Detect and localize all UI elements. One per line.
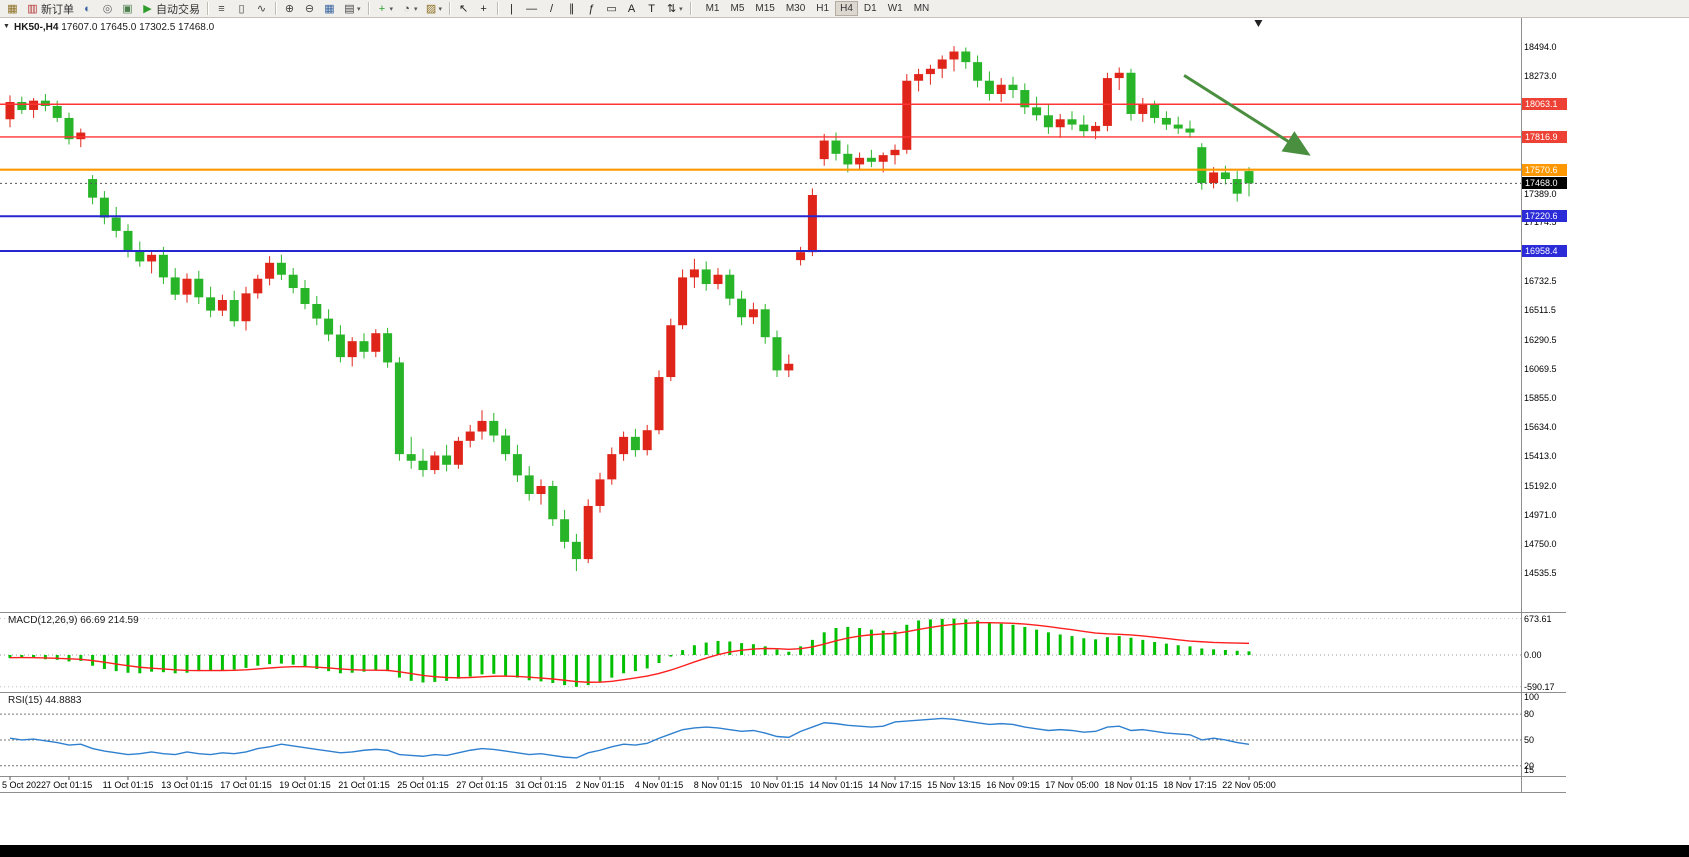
macd-layer bbox=[0, 618, 1521, 688]
toolbar-separator bbox=[689, 2, 691, 15]
candlestick-mode-icon-glyph: ▯ bbox=[238, 2, 245, 15]
timeframe-button-M1[interactable]: M1 bbox=[705, 3, 720, 14]
toolbar-separator bbox=[275, 2, 276, 15]
timeframe-button-MN[interactable]: MN bbox=[913, 3, 930, 14]
candles-layer bbox=[5, 46, 1254, 572]
new-chart-icon-glyph: ▦ bbox=[7, 2, 18, 15]
zoom-out-icon[interactable]: ⊖ bbox=[300, 1, 319, 17]
zoom-out-icon-glyph: ⊖ bbox=[304, 2, 315, 15]
new-order-button-label: 新订单 bbox=[41, 3, 74, 16]
text-label-icon-glyph: T bbox=[648, 2, 655, 15]
data-window-icon-glyph: ◎ bbox=[102, 2, 113, 15]
terminal-icon-glyph: ▣ bbox=[122, 2, 133, 15]
trendline-icon[interactable]: / bbox=[542, 1, 561, 17]
arrows-icon-glyph: ⇅ bbox=[666, 2, 677, 15]
shapes-icon-glyph: ▭ bbox=[606, 2, 617, 15]
symbol-period-label: HK50-,H4 bbox=[14, 22, 59, 33]
equidistant-channel-icon[interactable]: ∥ bbox=[562, 1, 581, 17]
tile-windows-icon[interactable]: ▦ bbox=[320, 1, 339, 17]
autotrading-button-label: 自动交易 bbox=[156, 3, 200, 16]
chevron-down-icon: ▾ bbox=[357, 5, 361, 13]
new-chart-icon[interactable]: ▦ bbox=[3, 1, 22, 17]
text-label-icon[interactable]: T bbox=[642, 1, 661, 17]
cursor-icon-glyph: ↖ bbox=[458, 2, 469, 15]
autotrading-button[interactable]: ▶ 自动交易 bbox=[138, 1, 203, 17]
one-click-trading-toggle[interactable]: ▼ bbox=[3, 23, 10, 30]
vertical-line-icon[interactable]: | bbox=[502, 1, 521, 17]
chevron-down-icon: ▾ bbox=[414, 5, 418, 13]
ohlc-values-label: 17607.0 17645.0 17302.5 17468.0 bbox=[61, 22, 215, 33]
horizontal-lines-layer bbox=[0, 103, 1521, 253]
line-chart-mode-icon-glyph: ∿ bbox=[256, 2, 267, 15]
crosshair-icon-glyph: + bbox=[480, 2, 487, 15]
arrange-windows-icon[interactable]: ▤ ▾ bbox=[340, 1, 364, 17]
crosshair-icon[interactable]: + bbox=[474, 1, 493, 17]
toolbar-separator bbox=[367, 2, 369, 15]
candlestick-mode-icon[interactable]: ▯ bbox=[232, 1, 251, 17]
autotrading-icon: ▶ bbox=[143, 2, 152, 15]
timeframe-button-M30[interactable]: M30 bbox=[785, 3, 806, 14]
indicators-icon-glyph: + bbox=[378, 2, 386, 15]
trendline-icon-glyph: / bbox=[550, 2, 554, 15]
chevron-down-icon: ▾ bbox=[438, 5, 443, 13]
fibonacci-icon[interactable]: ƒ bbox=[582, 1, 601, 17]
new-order-button[interactable]: ▥ 新订单 bbox=[23, 1, 77, 17]
rsi-indicator-label: RSI(15) 44.8883 bbox=[8, 695, 82, 706]
terminal-icon[interactable]: ▣ bbox=[118, 1, 137, 17]
bar-chart-mode-icon[interactable]: ≡ bbox=[212, 1, 231, 17]
toolbar-separator bbox=[497, 2, 499, 15]
templates-icon-glyph: ▨ bbox=[425, 2, 437, 15]
shapes-icon[interactable]: ▭ bbox=[602, 1, 621, 17]
periods-icon-glyph: ◔ bbox=[403, 2, 410, 15]
time-axis-ticks bbox=[9, 776, 1250, 780]
indicators-icon[interactable]: + ▾ bbox=[373, 1, 397, 17]
horizontal-line-icon[interactable]: — bbox=[522, 1, 541, 17]
bar-chart-mode-icon-glyph: ≡ bbox=[218, 2, 225, 15]
tile-windows-icon-glyph: ▦ bbox=[324, 2, 335, 15]
trend-arrow-object[interactable] bbox=[1183, 74, 1311, 156]
chevron-down-icon: ▾ bbox=[389, 5, 394, 13]
arrows-icon[interactable]: ⇅ ▾ bbox=[662, 1, 686, 17]
market-watch-icon-glyph: ◐ bbox=[84, 2, 91, 15]
vertical-line-icon-glyph: | bbox=[510, 2, 513, 15]
timeframe-button-M15[interactable]: M15 bbox=[755, 3, 775, 14]
zoom-in-icon[interactable]: ⊕ bbox=[280, 1, 299, 17]
horizontal-line-icon-glyph: — bbox=[526, 2, 538, 15]
line-chart-mode-icon[interactable]: ∿ bbox=[252, 1, 271, 17]
periods-icon[interactable]: ◔ ▾ bbox=[397, 1, 421, 17]
data-window-icon[interactable]: ◎ bbox=[98, 1, 117, 17]
chart-title: HK50-,H4 17607.0 17645.0 17302.5 17468.0 bbox=[14, 22, 214, 33]
equidistant-channel-icon-glyph: ∥ bbox=[568, 2, 575, 15]
new-order-icon: ▥ bbox=[27, 2, 38, 15]
text-icon-glyph: A bbox=[627, 2, 636, 15]
timeframe-button-M5[interactable]: M5 bbox=[730, 3, 745, 14]
toolbar-separator bbox=[207, 2, 208, 15]
templates-icon[interactable]: ▨ ▾ bbox=[422, 1, 446, 17]
bottom-black-bar bbox=[0, 845, 1689, 857]
pane-frames bbox=[0, 18, 1566, 793]
text-icon[interactable]: A bbox=[622, 1, 641, 17]
macd-indicator-label: MACD(12,26,9) 66.69 214.59 bbox=[8, 615, 139, 626]
timeframe-button-D1[interactable]: D1 bbox=[863, 3, 877, 14]
timeframe-group: M1 M5 M15 M30 H1 H4 D1 W1 MN bbox=[701, 1, 935, 16]
toolbar: ▦ ▥ 新订单 ◐ ◎ ▣ ▶ 自动交易 ≡ ▯ ∿ ⊕ ⊖ ▦ ▤ ▾ + ▾ ◔ ▾ ▨ ▾ ↖ + | — / ∥ ƒ ▭ A T ⇅ ▾ M… bbox=[0, 0, 1689, 18]
price-chart-canvas[interactable] bbox=[0, 18, 1689, 793]
chart-window: ▼ HK50-,H4 17607.0 17645.0 17302.5 17468… bbox=[0, 18, 1689, 793]
timeframe-button-H1[interactable]: H1 bbox=[816, 3, 830, 14]
zoom-in-icon-glyph: ⊕ bbox=[284, 2, 295, 15]
fibonacci-icon-glyph: ƒ bbox=[588, 2, 595, 15]
toolbar-separator bbox=[449, 2, 451, 15]
arrange-windows-icon-glyph: ▤ bbox=[344, 2, 355, 15]
chart-shift-marker bbox=[1254, 20, 1263, 27]
timeframe-button-W1[interactable]: W1 bbox=[887, 3, 903, 14]
rsi-layer bbox=[0, 713, 1521, 767]
timeframe-button-H4[interactable]: H4 bbox=[835, 1, 858, 16]
market-watch-icon[interactable]: ◐ bbox=[78, 1, 97, 17]
chevron-down-icon: ▾ bbox=[679, 5, 683, 13]
cursor-icon[interactable]: ↖ bbox=[454, 1, 473, 17]
